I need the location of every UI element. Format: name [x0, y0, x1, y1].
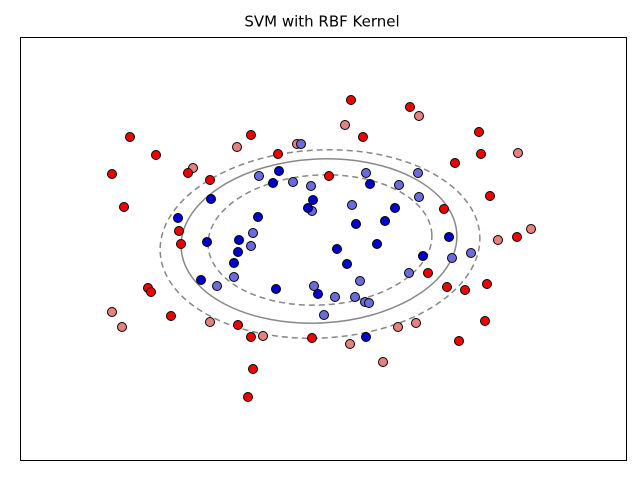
- point: [233, 247, 243, 257]
- point: [485, 191, 495, 201]
- point: [345, 339, 355, 349]
- point: [296, 139, 306, 149]
- point: [364, 298, 374, 308]
- point: [404, 268, 414, 278]
- point: [423, 268, 433, 278]
- point: [183, 168, 193, 178]
- point: [414, 111, 424, 121]
- point: [107, 169, 117, 179]
- plot-frame: [20, 37, 627, 461]
- point: [330, 292, 340, 302]
- margin-contour: [159, 149, 481, 339]
- point: [394, 180, 404, 190]
- point: [107, 307, 117, 317]
- point: [205, 175, 215, 185]
- point: [361, 168, 371, 178]
- point: [372, 239, 382, 249]
- point: [253, 212, 263, 222]
- point: [444, 232, 454, 242]
- point: [414, 192, 424, 202]
- point: [365, 179, 375, 189]
- point: [450, 158, 460, 168]
- point: [342, 259, 352, 269]
- point: [271, 284, 281, 294]
- point: [229, 272, 239, 282]
- point: [380, 216, 390, 226]
- point: [254, 171, 264, 181]
- point: [513, 148, 523, 158]
- point: [232, 142, 242, 152]
- point: [482, 279, 492, 289]
- point: [174, 226, 184, 236]
- point: [243, 392, 253, 402]
- point: [526, 224, 536, 234]
- point: [288, 177, 298, 187]
- point: [480, 316, 490, 326]
- point: [248, 364, 258, 374]
- point: [442, 282, 452, 292]
- chart-title: SVM with RBF Kernel: [244, 13, 399, 31]
- point: [460, 285, 470, 295]
- point: [466, 248, 476, 258]
- point: [117, 322, 127, 332]
- point: [346, 95, 356, 105]
- point: [176, 239, 186, 249]
- point: [355, 276, 365, 286]
- point: [350, 292, 360, 302]
- point: [340, 120, 350, 130]
- point: [454, 336, 464, 346]
- point: [229, 258, 239, 268]
- point: [358, 132, 368, 142]
- point: [405, 102, 415, 112]
- point: [119, 202, 129, 212]
- point: [418, 251, 428, 261]
- point: [393, 322, 403, 332]
- point: [206, 194, 216, 204]
- point: [125, 132, 135, 142]
- point: [306, 181, 316, 191]
- point: [390, 203, 400, 213]
- point: [411, 318, 421, 328]
- point: [246, 130, 256, 140]
- point: [413, 168, 423, 178]
- point: [234, 235, 244, 245]
- point: [512, 232, 522, 242]
- point: [273, 149, 283, 159]
- point: [474, 127, 484, 137]
- point: [447, 253, 457, 263]
- point: [313, 289, 323, 299]
- point: [202, 237, 212, 247]
- point: [268, 178, 278, 188]
- point: [439, 204, 449, 214]
- point: [476, 149, 486, 159]
- point: [212, 281, 222, 291]
- point: [166, 311, 176, 321]
- point: [248, 228, 258, 238]
- point: [332, 244, 342, 254]
- point: [233, 320, 243, 330]
- point: [307, 333, 317, 343]
- point: [351, 219, 361, 229]
- point: [246, 241, 256, 251]
- point: [309, 281, 319, 291]
- point: [493, 235, 503, 245]
- point: [258, 331, 268, 341]
- point: [173, 213, 183, 223]
- point: [324, 171, 334, 181]
- point: [303, 203, 313, 213]
- point: [151, 150, 161, 160]
- point: [146, 287, 156, 297]
- point: [347, 200, 357, 210]
- point: [196, 275, 206, 285]
- point: [205, 317, 215, 327]
- point: [274, 166, 284, 176]
- point: [308, 195, 318, 205]
- point: [378, 357, 388, 367]
- point: [319, 310, 329, 320]
- point: [246, 332, 256, 342]
- point: [361, 332, 371, 342]
